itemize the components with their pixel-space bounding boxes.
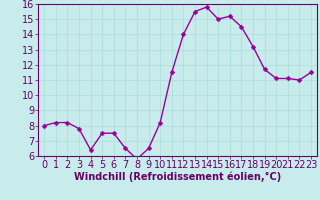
- X-axis label: Windchill (Refroidissement éolien,°C): Windchill (Refroidissement éolien,°C): [74, 172, 281, 182]
